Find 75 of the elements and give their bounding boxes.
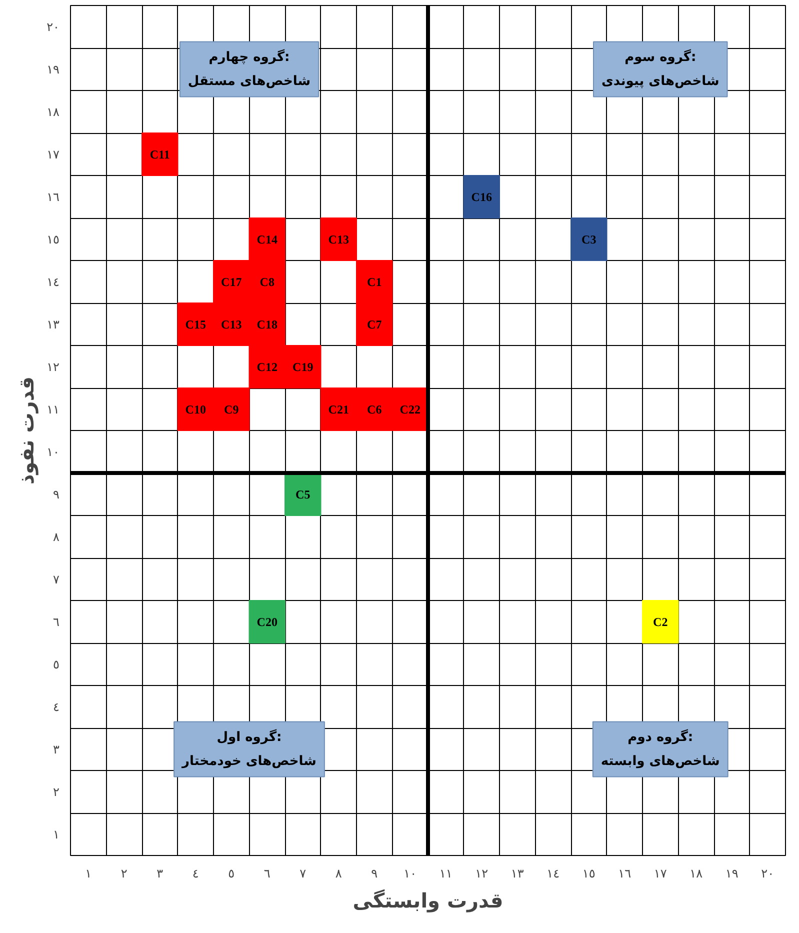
point [213,388,250,431]
x-tick-label: ١٧ [654,866,668,880]
y-tick-label: ١٦ [46,190,60,204]
x-tick-label: ١ [85,866,92,880]
data-label: C11 [150,147,170,162]
x-tick-label: ١٤ [546,866,560,880]
data-label: C14 [256,232,278,246]
data-label: C6 [367,402,382,416]
y-tick-label: ٨ [53,530,60,544]
y-tick-label: ١٠ [46,444,60,459]
data-label: C15 [185,317,206,332]
annotation: گروه سوم: شاخص‌های پیوندی [602,48,720,89]
x-tick-label: ٢ [120,866,128,880]
data-label: C21 [328,402,349,416]
data-label: C8 [260,274,274,289]
x-tick-label: ٦ [264,866,270,880]
x-axis-title: قدرت وابستگی [352,888,504,912]
y-tick-label: ١٥ [46,232,60,246]
x-tick-label: ١٠ [404,866,417,880]
y-tick-label: ١ [53,827,60,842]
x-tick-label: ١٣ [510,866,524,880]
data-label: C2 [653,614,668,629]
point [356,388,393,431]
point [248,260,286,304]
point [356,302,393,346]
x-tick-label: ٩ [371,866,378,880]
data-label: C5 [296,487,310,502]
y-tick-label: ٢ [53,784,60,799]
annotation: گروه چهارم: شاخص‌های مستقل [188,48,311,89]
x-tick-label: ١٢ [475,866,488,880]
x-tick-label: ١٥ [582,866,596,880]
data-label: C13 [328,232,349,246]
annotation: گروه دوم: شاخص‌های وابسته [600,728,720,769]
y-tick-label: ١٣ [46,317,60,332]
data-label: C3 [582,232,596,246]
data-label: C13 [221,317,242,332]
data-label: C18 [256,317,278,332]
y-tick-label: ٢٠ [46,20,60,34]
x-tick-label: ٢٠ [761,866,774,880]
point [642,600,679,644]
point [356,260,393,304]
point [570,218,608,261]
x-tick-label: ١٩ [725,866,738,880]
y-tick-label: ٧ [53,572,60,586]
y-tick-label: ١١ [46,402,60,416]
y-tick-label: ١٧ [46,147,60,162]
data-label: C1 [367,274,382,289]
data-label: C20 [256,614,278,629]
y-tick-label: ١٨ [46,104,60,119]
data-label: C22 [400,402,420,416]
data-label: C16 [471,190,492,204]
data-label: C10 [185,402,206,416]
y-tick-label: ٤ [53,700,60,714]
y-tick-label: ١٩ [46,62,60,76]
y-tick-label: ٥ [53,657,60,672]
x-tick-label: ٣ [156,866,164,880]
y-tick-label: ٩ [53,487,60,502]
data-label: C9 [224,402,239,416]
data-label: C12 [256,360,278,374]
y-tick-label: ١٤ [46,274,60,289]
data-label: C19 [292,360,314,374]
annotation: گروه اول: شاخص‌های خودمختار [181,728,316,769]
x-tick-label: ٥ [228,866,235,880]
x-tick-label: ٧ [300,866,307,880]
x-tick-label: ١١ [439,866,452,880]
x-tick-label: ٤ [192,866,199,880]
data-label: C17 [221,274,242,289]
y-tick-label: ٣ [53,742,60,756]
x-tick-label: ١٦ [618,866,632,880]
x-tick-label: ١٨ [690,866,704,880]
y-axis-title: قدرت نفوذ [14,376,39,484]
y-tick-label: ١٢ [46,360,60,374]
data-label: C7 [367,317,382,332]
y-tick-label: ٦ [53,614,60,629]
x-tick-label: ٨ [335,866,342,880]
